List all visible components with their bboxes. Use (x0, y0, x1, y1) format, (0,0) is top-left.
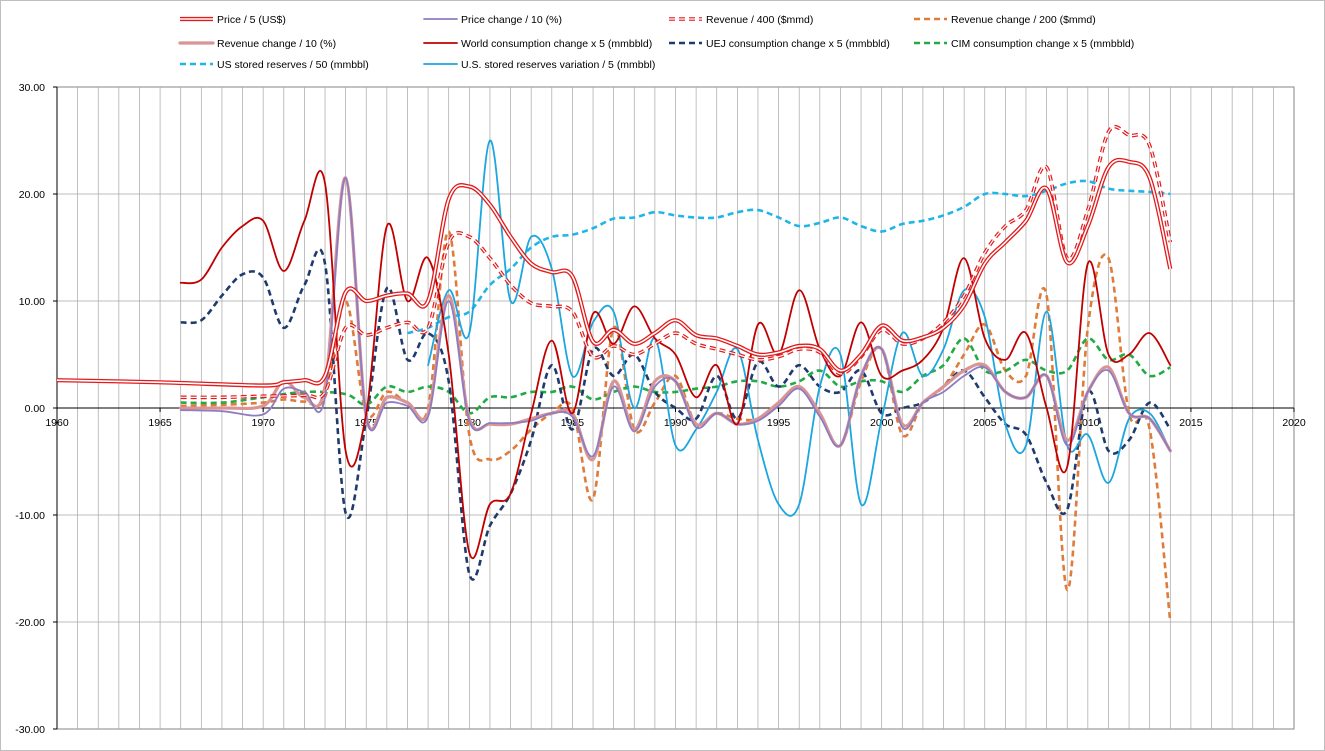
legend: Price / 5 (US$) Price change / 10 (%) Reve… (178, 14, 1134, 71)
x-tick-label: 1995 (767, 417, 791, 429)
y-tick-label: 0.00 (25, 403, 46, 415)
series-line-inner (180, 126, 1171, 399)
x-tick-label: 1960 (45, 417, 69, 429)
legend-label: World consumption change x 5 (mmbbld) (461, 38, 652, 50)
y-tick-label: 30.00 (19, 82, 45, 94)
series-lines (56, 125, 1173, 623)
series-price-change-10 (179, 176, 1172, 458)
series-line (179, 176, 1172, 458)
legend-item-us-stored-reserves-50-mmbbl: US stored reserves / 50 (mmbbl) (180, 59, 369, 71)
series-revenue-400-mmd (180, 125, 1173, 400)
legend-item-price-change-10: Price change / 10 (%) (423, 14, 562, 26)
legend-label: Revenue / 400 ($mmd) (706, 14, 813, 26)
legend-label: Revenue change / 200 ($mmd) (951, 14, 1096, 26)
series-line (180, 337, 1171, 415)
y-tick-label: -30.00 (15, 724, 45, 736)
series-line (427, 139, 1172, 517)
series-line (407, 179, 1171, 335)
y-tick-label: -20.00 (15, 617, 45, 629)
legend-item-revenue-400-mmd: Revenue / 400 ($mmd) (669, 14, 813, 26)
legend-label: US stored reserves / 50 (mmbbl) (217, 59, 369, 71)
x-tick-label: 1970 (251, 417, 275, 429)
legend-label: U.S. stored reserves variation / 5 (mmbb… (461, 59, 655, 71)
series-line (179, 170, 1172, 560)
series-line-inner (56, 159, 1172, 387)
y-tick-label: 20.00 (19, 189, 45, 201)
series-cim-consumption-change-x-5-mmbbld (180, 337, 1171, 415)
legend-item-price-5-us: Price / 5 (US$) (180, 14, 286, 26)
legend-item-world-consumption-change-x-5-mmbbld: World consumption change x 5 (mmbbld) (423, 38, 652, 50)
series-us-stored-reserves-50-mmbbl (407, 179, 1171, 335)
y-tick-label: -10.00 (15, 510, 45, 522)
legend-item-u-s-stored-reserves-variation-5-mmbbl: U.S. stored reserves variation / 5 (mmbb… (423, 59, 655, 71)
legend-item-cim-consumption-change-x-5-mmbbld: CIM consumption change x 5 (mmbbld) (914, 38, 1134, 50)
legend-label: Price change / 10 (%) (461, 14, 562, 26)
series-price-5-us (56, 157, 1173, 388)
x-tick-label: 2020 (1282, 417, 1306, 429)
legend-item-revenue-change-10: Revenue change / 10 (%) (178, 38, 336, 50)
x-tick-label: 1965 (148, 417, 172, 429)
legend-item-revenue-change-200-mmd: Revenue change / 200 ($mmd) (914, 14, 1096, 26)
series-u-s-stored-reserves-variation-5-mmbbl (427, 139, 1172, 517)
x-tick-label: 2015 (1179, 417, 1203, 429)
legend-label: UEJ consumption change x 5 (mmbbld) (706, 38, 890, 50)
series-world-consumption-change-x-5-mmbbld (179, 170, 1172, 560)
x-tick-label: 2000 (870, 417, 894, 429)
legend-item-uej-consumption-change-x-5-mmbbld: UEJ consumption change x 5 (mmbbld) (669, 38, 890, 50)
x-tick-label: 1985 (561, 417, 585, 429)
x-tick-label: 1990 (664, 417, 688, 429)
legend-label: Price / 5 (US$) (217, 14, 286, 26)
legend-label: CIM consumption change x 5 (mmbbld) (951, 38, 1134, 50)
legend-label: Revenue change / 10 (%) (217, 38, 336, 50)
x-tick-label: 2005 (973, 417, 997, 429)
y-tick-label: 10.00 (19, 296, 45, 308)
